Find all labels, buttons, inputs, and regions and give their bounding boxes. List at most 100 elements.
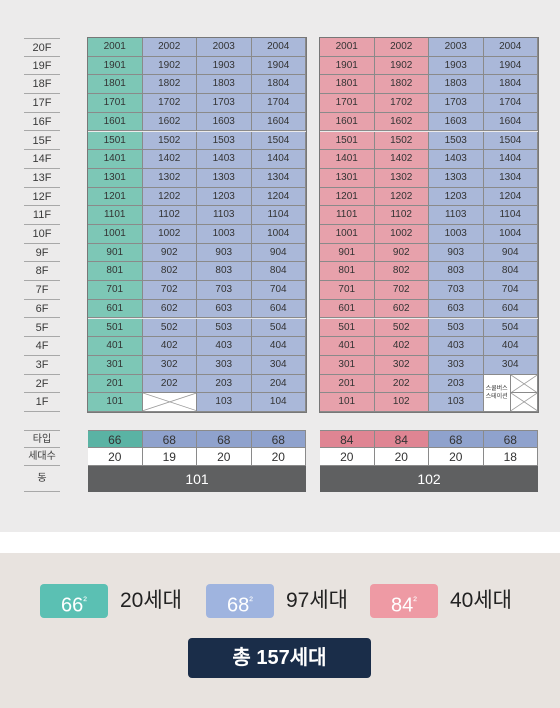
unit-cell: 1003 [429, 225, 484, 244]
unit-cell: 1301 [88, 168, 143, 188]
unit-cell: 103 [197, 393, 252, 412]
unit-cell: 302 [142, 355, 197, 375]
unit-cell: 404 [251, 337, 306, 356]
unit-cell: 1302 [374, 168, 429, 188]
unit-cell: 104 [251, 393, 306, 412]
unit-cell: 503 [429, 318, 484, 338]
unit-cell: 1303 [197, 168, 252, 188]
legend-households-68: 97세대 [286, 589, 348, 612]
unit-cell: 1401 [320, 150, 375, 169]
unit-cell: 1603 [429, 112, 484, 132]
empty-unit-cell [142, 392, 197, 412]
unit-cell: 1602 [142, 112, 197, 132]
unit-cell: 1701 [320, 94, 375, 113]
unit-cell: 802 [374, 262, 429, 282]
unit-cell: 1301 [320, 168, 375, 188]
type-cell: 68 [197, 430, 252, 448]
households-cell: 20 [197, 448, 252, 466]
unit-cell: 1501 [320, 131, 375, 151]
unit-cell: 202 [374, 374, 429, 394]
legend-panel [0, 553, 560, 708]
households-cell: 20 [374, 448, 429, 466]
unit-cell: 1103 [429, 206, 484, 225]
unit-cell: 801 [88, 262, 143, 282]
unit-cell: 403 [197, 337, 252, 356]
unit-cell: 904 [483, 243, 538, 263]
floor-label: 19F [24, 57, 60, 76]
unit-cell: 1204 [483, 187, 538, 207]
unit-cell: 1004 [483, 225, 538, 244]
unit-cell: 1904 [483, 56, 538, 76]
unit-cell: 1102 [142, 206, 197, 225]
unit-cell: 1901 [88, 56, 143, 76]
unit-cell: 1002 [374, 225, 429, 244]
unit-cell: 1202 [374, 187, 429, 207]
unit-cell: 1801 [88, 75, 143, 95]
unit-cell: 503 [197, 318, 252, 338]
floor-label: 2F [24, 375, 60, 394]
unit-cell: 103 [429, 393, 484, 412]
legend-swatch-68: 68² [206, 584, 274, 618]
unit-cell: 204 [251, 374, 306, 394]
unit-cell: 2002 [142, 38, 197, 57]
unit-cell: 1504 [251, 131, 306, 151]
unit-cell: 301 [320, 355, 375, 375]
unit-cell: 401 [88, 337, 143, 356]
unit-cell: 1103 [197, 206, 252, 225]
row-label-households: 세대수 [24, 448, 60, 466]
type-cell: 84 [374, 430, 429, 448]
unit-cell: 203 [197, 374, 252, 394]
unit-cell: 601 [320, 299, 375, 319]
unit-cell: 2003 [429, 38, 484, 57]
unit-cell: 1604 [251, 112, 306, 132]
unit-cell: 1001 [320, 225, 375, 244]
unit-cell: 702 [142, 281, 197, 300]
unit-cell: 1601 [88, 112, 143, 132]
unit-cell: 1704 [251, 94, 306, 113]
unit-cell: 1304 [483, 168, 538, 188]
unit-cell: 501 [320, 318, 375, 338]
unit-cell: 1402 [374, 150, 429, 169]
unit-cell: 2003 [197, 38, 252, 57]
unit-cell: 2002 [374, 38, 429, 57]
type-cell: 68 [483, 430, 538, 448]
unit-cell: 1604 [483, 112, 538, 132]
unit-cell: 1003 [197, 225, 252, 244]
unit-cell: 2001 [320, 38, 375, 57]
floor-label: 6F [24, 300, 60, 319]
unit-cell: 2001 [88, 38, 143, 57]
floor-label: 20F [24, 38, 60, 57]
unit-cell: 1802 [374, 75, 429, 95]
unit-cell: 901 [88, 243, 143, 263]
unit-cell: 1201 [88, 187, 143, 207]
unit-cell: 502 [374, 318, 429, 338]
unit-cell: 504 [483, 318, 538, 338]
floor-label: 16F [24, 113, 60, 132]
unit-cell: 1602 [374, 112, 429, 132]
empty-unit-cell [510, 374, 538, 394]
unit-cell: 1702 [142, 94, 197, 113]
unit-cell: 1404 [483, 150, 538, 169]
unit-cell: 502 [142, 318, 197, 338]
building-102-label: 102 [320, 466, 538, 492]
floor-label: 14F [24, 150, 60, 169]
unit-cell: 1804 [483, 75, 538, 95]
unit-cell: 1601 [320, 112, 375, 132]
households-cell: 20 [251, 448, 306, 466]
legend-households-66: 20세대 [120, 589, 182, 612]
type-cell: 68 [429, 430, 484, 448]
households-cell: 20 [320, 448, 375, 466]
unit-cell: 903 [197, 243, 252, 263]
unit-cell: 101 [320, 393, 375, 412]
floor-label: 5F [24, 319, 60, 338]
unit-cell: 703 [429, 281, 484, 300]
unit-cell: 1403 [429, 150, 484, 169]
unit-cell: 603 [197, 299, 252, 319]
unit-cell: 701 [320, 281, 375, 300]
floor-label: 15F [24, 132, 60, 151]
row-label-type: 타입 [24, 430, 60, 448]
floor-label: 12F [24, 188, 60, 207]
unit-cell: 303 [197, 355, 252, 375]
building-101-label: 101 [88, 466, 306, 492]
unit-cell: 102 [374, 393, 429, 412]
